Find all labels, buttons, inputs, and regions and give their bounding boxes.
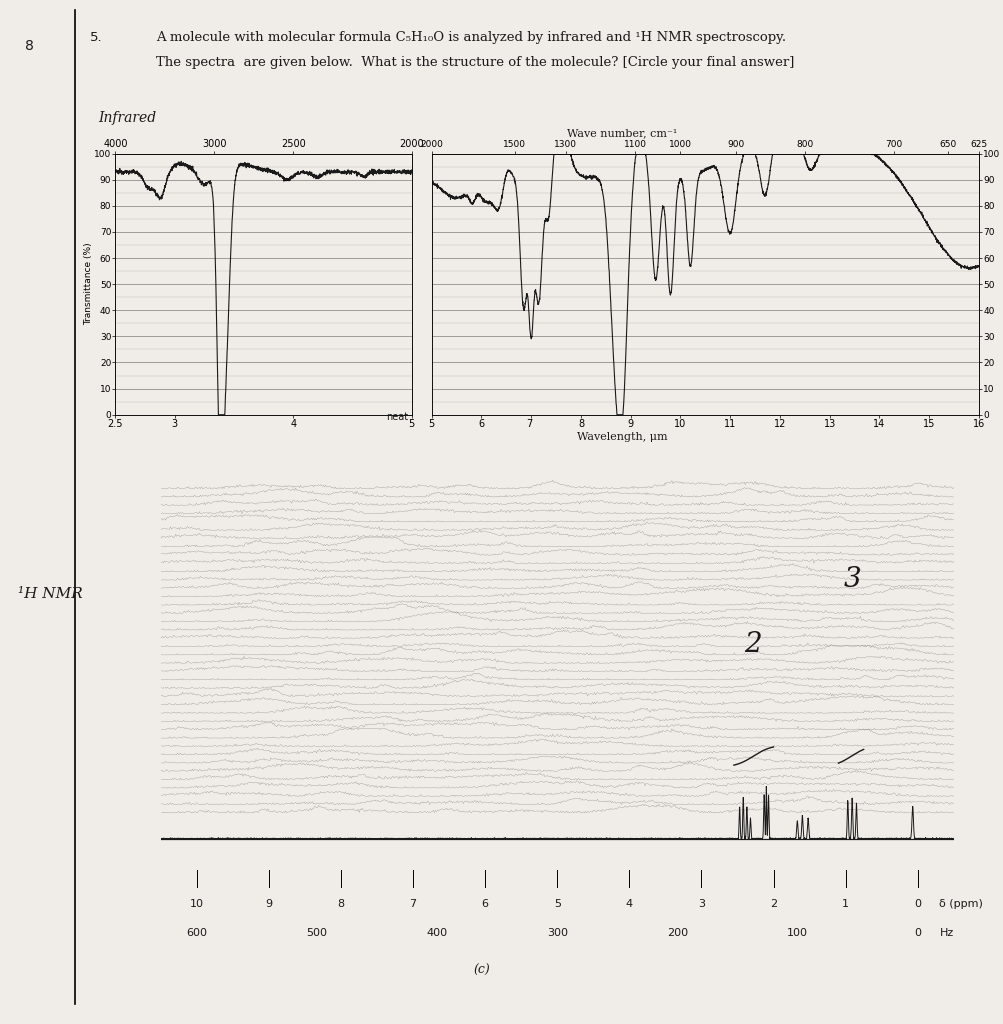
Text: 2: 2: [744, 631, 761, 657]
Text: 3: 3: [697, 899, 704, 909]
Text: 300: 300: [547, 928, 567, 938]
Text: 7: 7: [409, 899, 416, 909]
Text: 200: 200: [666, 928, 687, 938]
Text: ¹H NMR: ¹H NMR: [18, 587, 82, 601]
Text: 400: 400: [426, 928, 447, 938]
Text: A molecule with molecular formula C₅H₁₀O is analyzed by infrared and ¹H NMR spec: A molecule with molecular formula C₅H₁₀O…: [155, 31, 785, 44]
Text: Infrared: Infrared: [98, 111, 156, 125]
Text: 1: 1: [842, 899, 849, 909]
Text: (c): (c): [473, 965, 489, 977]
Text: 9: 9: [265, 899, 272, 909]
Text: 2: 2: [769, 899, 776, 909]
Text: The spectra  are given below.  What is the structure of the molecule? [Circle yo: The spectra are given below. What is the…: [155, 56, 793, 70]
Text: 3: 3: [844, 566, 861, 593]
Text: δ (ppm): δ (ppm): [939, 899, 982, 909]
Text: 8: 8: [337, 899, 344, 909]
Text: 0: 0: [914, 928, 921, 938]
Text: 4: 4: [625, 899, 632, 909]
Text: 5: 5: [554, 899, 560, 909]
Text: Hz: Hz: [939, 928, 953, 938]
Text: 6: 6: [481, 899, 488, 909]
Y-axis label: Transmittance (%): Transmittance (%): [83, 243, 92, 326]
Text: 10: 10: [190, 899, 204, 909]
Text: 600: 600: [186, 928, 207, 938]
Text: 100: 100: [786, 928, 807, 938]
Text: Wavelength, μm: Wavelength, μm: [577, 432, 667, 442]
Text: 8: 8: [25, 39, 34, 53]
Text: 0: 0: [914, 899, 921, 909]
Text: neat: neat: [386, 412, 408, 422]
Text: 5.: 5.: [90, 31, 103, 44]
Text: 500: 500: [306, 928, 327, 938]
Text: Wave number, cm⁻¹: Wave number, cm⁻¹: [567, 128, 677, 138]
